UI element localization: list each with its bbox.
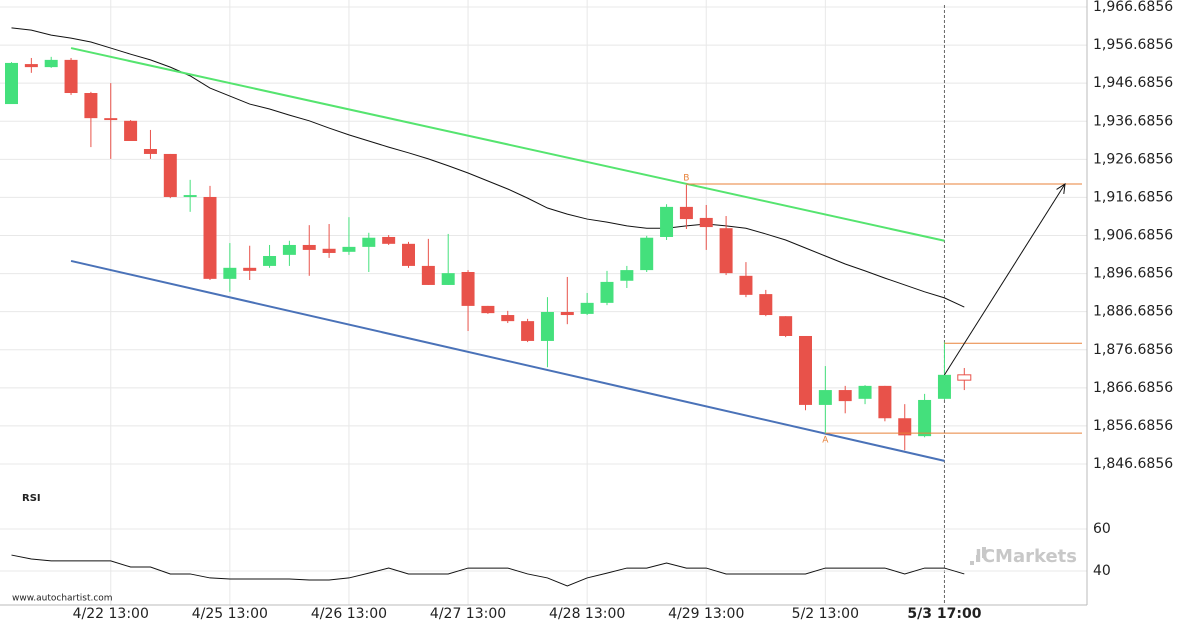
- candle-body: [620, 270, 634, 281]
- candle-body: [322, 248, 336, 253]
- projection-arrow: [944, 183, 1066, 376]
- candle-body: [84, 93, 98, 119]
- candle-body: [143, 148, 157, 154]
- candle-body: [104, 118, 118, 121]
- y-tick-label: 60: [1093, 521, 1111, 537]
- candle-body: [937, 374, 951, 399]
- x-tick-label: 4/22 13:00: [73, 606, 149, 622]
- y-tick-label: 1,866.6856: [1093, 380, 1173, 396]
- y-tick-label: 1,936.6856: [1093, 113, 1173, 129]
- trendline: [70, 47, 945, 242]
- y-tick-label: 1,916.6856: [1093, 189, 1173, 205]
- candle-body: [501, 315, 515, 322]
- candle-body: [660, 206, 674, 237]
- candle-body: [779, 316, 793, 336]
- candle-body: [838, 390, 852, 402]
- candle-body: [679, 206, 693, 220]
- candle-body: [799, 335, 812, 405]
- y-tick-label: 1,856.6856: [1093, 418, 1173, 434]
- y-tick-label: 1,966.6856: [1093, 0, 1173, 15]
- y-tick-label: 1,946.6856: [1093, 75, 1173, 91]
- candle-body: [282, 244, 296, 255]
- candle-body: [858, 385, 872, 399]
- y-tick-label: 1,846.6856: [1093, 456, 1173, 472]
- candle-body: [382, 236, 396, 244]
- rsi-line: [11, 554, 965, 587]
- candle-body: [223, 267, 237, 279]
- x-tick-label: 4/26 13:00: [311, 606, 387, 622]
- x-tick-label: 4/25 13:00: [192, 606, 268, 622]
- candle-body: [441, 273, 455, 285]
- watermark: www.autochartist.com: [12, 594, 113, 604]
- candle-body: [898, 418, 912, 436]
- candle-body: [342, 246, 356, 252]
- candle-body: [600, 281, 614, 303]
- candle-body: [560, 311, 574, 316]
- candle-body: [302, 244, 316, 250]
- candle-body: [362, 237, 376, 247]
- trendline: [70, 259, 945, 462]
- y-tick-label: 1,896.6856: [1093, 266, 1173, 282]
- x-tick-label: 4/29 13:00: [668, 606, 744, 622]
- y-tick-label: 1,906.6856: [1093, 228, 1173, 244]
- candle-body: [421, 265, 435, 285]
- candle-body: [183, 195, 197, 197]
- level-label: B: [683, 174, 689, 184]
- candle-body: [263, 256, 277, 266]
- candle-body: [957, 374, 972, 381]
- y-tick-label: 1,886.6856: [1093, 304, 1173, 320]
- candle-body: [521, 321, 535, 341]
- candle-body: [461, 272, 475, 306]
- candle-body: [402, 243, 415, 266]
- moving-average: [11, 27, 965, 308]
- x-tick-label: 5/3 17:00: [907, 606, 981, 622]
- logo: ICMarkets: [975, 546, 1077, 567]
- candle-body: [64, 59, 78, 94]
- candle-body: [818, 390, 832, 405]
- x-tick-label: 4/28 13:00: [549, 606, 625, 622]
- candle-body: [5, 62, 18, 105]
- y-tick-label: 1,956.6856: [1093, 37, 1173, 53]
- candle-body: [699, 217, 713, 228]
- candle-body: [481, 305, 495, 314]
- candle-body: [640, 237, 654, 271]
- candle-body: [580, 302, 594, 314]
- logo-bar: [970, 561, 974, 565]
- candle-body: [203, 196, 217, 279]
- panel-title: RSI: [22, 493, 41, 504]
- candle-body: [719, 228, 733, 274]
- y-tick-label: 1,926.6856: [1093, 151, 1173, 167]
- logo-bar: [982, 547, 986, 558]
- logo-bar: [976, 555, 980, 562]
- candle-body: [739, 275, 753, 295]
- candle-body: [163, 153, 177, 197]
- candle-body: [878, 385, 892, 419]
- candle-body: [759, 294, 773, 316]
- y-tick-label: 40: [1093, 563, 1111, 579]
- candle-body: [540, 311, 554, 341]
- x-tick-label: 4/27 13:00: [430, 606, 506, 622]
- candle-body: [44, 59, 58, 68]
- candle-body: [24, 64, 38, 68]
- level-label: A: [822, 436, 829, 446]
- candle-body: [918, 399, 932, 437]
- x-tick-label: 5/2 13:00: [792, 606, 859, 622]
- y-tick-label: 1,876.6856: [1093, 342, 1173, 358]
- candle-body: [243, 267, 257, 271]
- arrow-head: [1056, 183, 1066, 195]
- candle-body: [124, 120, 138, 141]
